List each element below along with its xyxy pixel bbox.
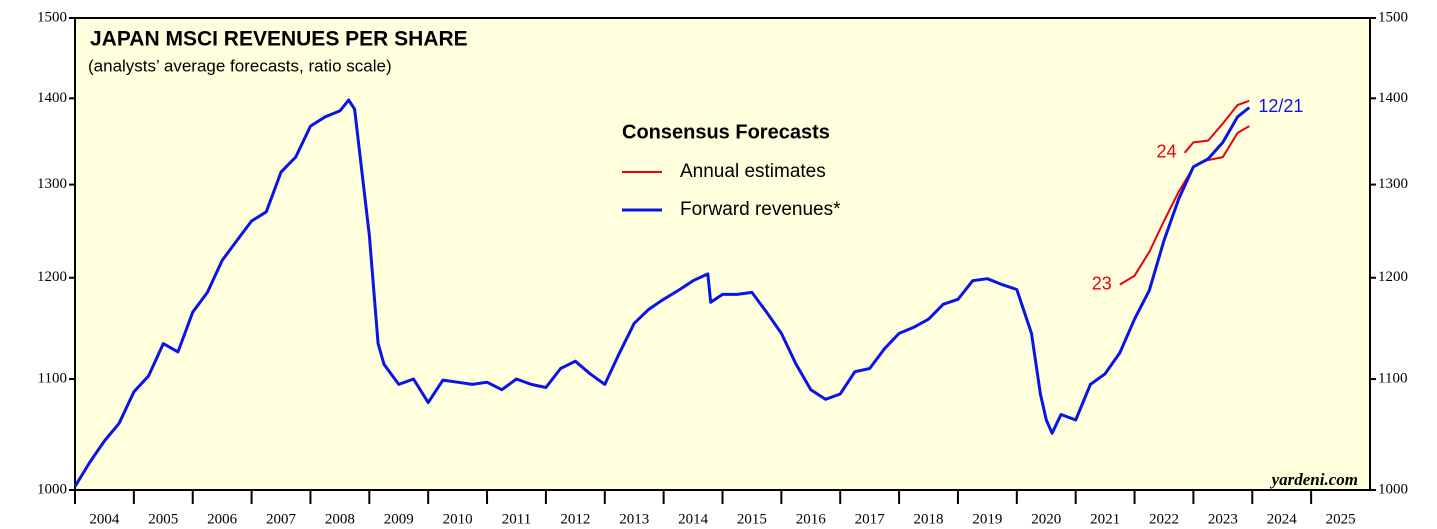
y2-tick-label: 1300 — [1378, 176, 1408, 192]
source: yardeni.com — [1270, 470, 1358, 489]
y2-tick-label: 1400 — [1378, 90, 1408, 106]
x-tick-label: 2010 — [443, 511, 473, 527]
y-tick-label: 1100 — [38, 370, 67, 386]
y2-tick-label: 1200 — [1378, 269, 1408, 285]
plot-area — [74, 17, 1371, 491]
x-tick-label: 2023 — [1208, 511, 1238, 527]
x-tick-label: 2007 — [266, 511, 297, 527]
x-tick-label: 2021 — [1090, 511, 1120, 527]
x-tick-label: 2008 — [325, 511, 355, 527]
y2-tick-label: 1100 — [1378, 370, 1407, 386]
x-tick-label: 2013 — [619, 511, 649, 527]
x-tick-label: 2024 — [1267, 511, 1298, 527]
legend-title: Consensus Forecasts — [622, 121, 830, 143]
estimate-line — [1183, 99, 1250, 154]
line-label: 24 — [1157, 142, 1177, 162]
y-tick-label: 1400 — [37, 90, 67, 106]
chart-title: JAPAN MSCI REVENUES PER SHARE — [90, 28, 468, 51]
y-tick-label: 1000 — [37, 481, 67, 497]
x-tick-label: 2011 — [502, 511, 531, 527]
end-label: 12/21 — [1258, 96, 1303, 116]
chart-subtitle: (analysts’ average forecasts, ratio scal… — [88, 56, 392, 75]
x-tick-label: 2005 — [148, 511, 178, 527]
y-tick-label: 1200 — [37, 269, 67, 285]
legend-label: Annual estimates — [680, 161, 826, 182]
x-tick-label: 2020 — [1031, 511, 1061, 527]
x-tick-label: 2012 — [560, 511, 590, 527]
line-label: 23 — [1092, 273, 1112, 293]
x-tick-label: 2016 — [796, 511, 827, 527]
x-tick-label: 2019 — [972, 511, 1002, 527]
estimate-line — [1119, 171, 1192, 286]
x-tick-label: 2015 — [737, 511, 767, 527]
x-tick-label: 2022 — [1149, 511, 1179, 527]
y2-tick-label: 1000 — [1378, 481, 1408, 497]
x-tick-label: 2004 — [89, 511, 120, 527]
x-tick-label: 2025 — [1326, 511, 1356, 527]
forward-line — [73, 98, 1251, 488]
legend-label: Forward revenues* — [680, 199, 841, 220]
estimate-line — [1204, 125, 1250, 162]
y-tick-label: 1300 — [37, 176, 67, 192]
x-tick-label: 2018 — [914, 511, 944, 527]
x-tick-label: 2009 — [384, 511, 414, 527]
y2-tick-label: 1500 — [1378, 9, 1408, 25]
x-tick-label: 2014 — [678, 511, 709, 527]
y-tick-label: 1500 — [37, 9, 67, 25]
x-tick-label: 2006 — [207, 511, 238, 527]
x-tick-label: 2017 — [855, 511, 886, 527]
